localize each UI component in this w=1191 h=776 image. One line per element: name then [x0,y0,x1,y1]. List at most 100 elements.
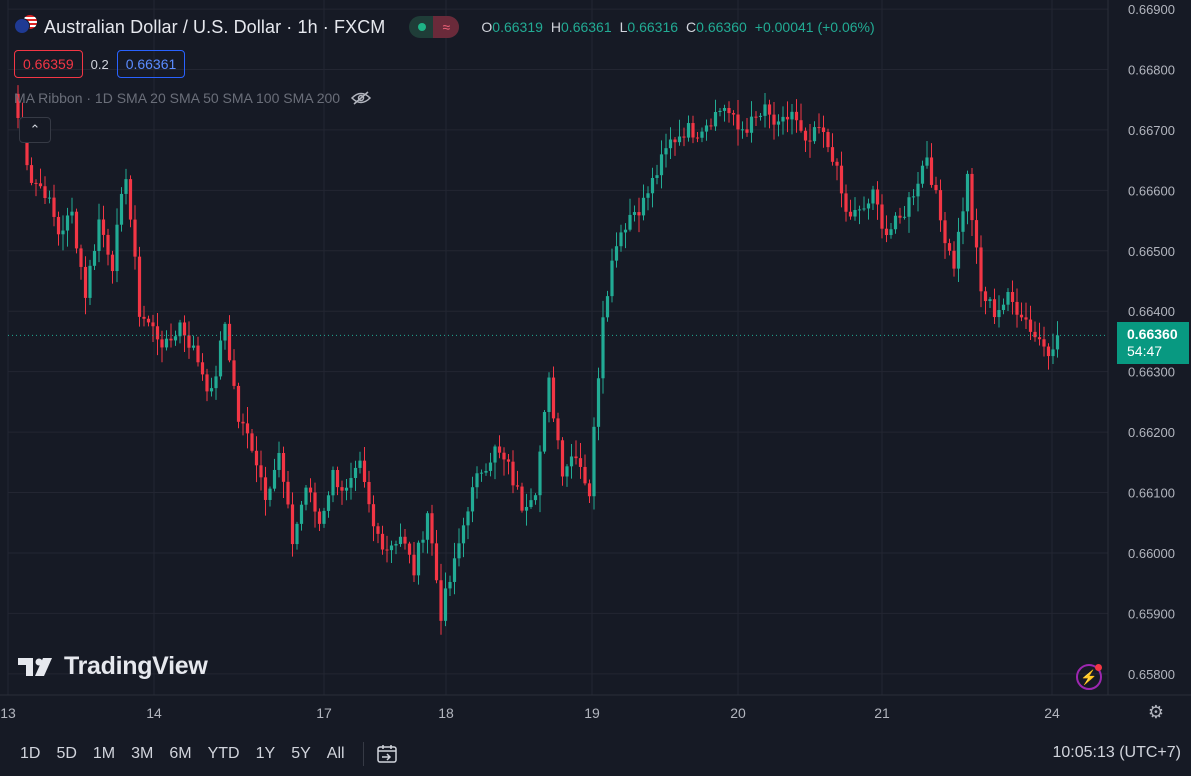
candle [596,367,601,441]
candle [227,315,232,363]
candle [263,466,268,516]
candle [439,563,443,635]
candle [533,493,538,505]
candle [115,208,119,283]
settings-gear-icon[interactable]: ⚙ [1147,701,1165,722]
candle [763,92,767,128]
candle [200,353,205,381]
range-1m[interactable]: 1M [92,745,116,762]
market-status-pill[interactable]: ≈ [409,16,460,38]
candle [502,447,506,476]
go-to-date-icon[interactable] [374,742,400,766]
candle [160,330,164,363]
quote-buttons: 0.66359 0.2 0.66361 [14,50,186,78]
candle [182,315,187,353]
candle [722,104,727,122]
candle [259,450,263,491]
candle [187,321,191,359]
candle [209,377,214,397]
candle [817,113,821,134]
candle [844,184,848,222]
candle [421,531,425,553]
tradingview-logo-icon [18,657,52,676]
candle [416,540,421,585]
candle [970,167,974,236]
candle [974,208,979,264]
indicator-legend[interactable]: MA Ribbon · 1D SMA 20 SMA 50 SMA 100 SMA… [14,90,372,106]
audusd-flag-icon [14,14,38,38]
candle [371,495,376,542]
candle [578,442,583,479]
change-value: +0.00041 (+0.06%) [754,19,875,35]
candle [920,160,925,188]
candle [704,119,709,141]
candle [61,215,65,251]
range-1d[interactable]: 1D [20,745,41,762]
time-tick-label: 18 [438,705,454,721]
lightning-icon[interactable]: ⚡ [1076,664,1102,690]
candle [250,429,254,453]
candle [736,100,740,146]
candle [178,319,182,344]
candle [893,212,898,234]
collapse-legend-button[interactable]: ⌃ [19,117,51,143]
candle [434,529,439,584]
time-tick-label: 14 [146,705,162,721]
symbol-title[interactable]: Australian Dollar / U.S. Dollar · 1h · F… [44,16,386,37]
market-open-icon [418,23,427,31]
candle [335,466,340,496]
candle [1015,288,1019,328]
candle [124,168,128,205]
logo-text: TradingView [64,652,208,680]
candle [1001,298,1006,315]
candle [853,197,857,221]
chart-grid [7,0,1108,695]
range-5d[interactable]: 5D [56,745,77,762]
range-ytd[interactable]: YTD [207,745,240,762]
range-5y[interactable]: 5Y [291,745,311,762]
candle [700,127,704,143]
candle [398,523,403,547]
price-tick-label: 0.66900 [1128,2,1175,17]
chart-legend: Australian Dollar / U.S. Dollar · 1h · F… [14,14,875,38]
candle [776,114,781,137]
candle [385,535,389,563]
range-all[interactable]: All [326,745,345,762]
candle [830,133,835,166]
candle [731,110,736,126]
buy-button[interactable]: 0.66361 [116,50,186,78]
candle [682,127,686,147]
candle [376,522,380,544]
candle [929,143,934,188]
range-3m[interactable]: 3M [131,745,154,762]
price-tick-label: 0.66300 [1128,365,1175,380]
candle [254,436,259,483]
candle [794,99,799,133]
candle [461,517,466,558]
candle [727,101,731,123]
candle [34,179,38,197]
tradingview-logo[interactable]: TradingView [18,652,208,681]
candle [556,412,560,450]
candle [803,127,808,152]
range-1y[interactable]: 1Y [255,745,276,762]
candle [214,365,218,400]
candle [947,238,952,256]
range-6m[interactable]: 6M [169,745,192,762]
candle [713,99,718,131]
candle [529,488,533,509]
candle [232,349,236,390]
candle [907,191,911,233]
candle [119,187,124,232]
candle [799,103,803,133]
candle [790,104,794,135]
candle [218,331,223,380]
candle [452,542,457,595]
candle [443,572,448,627]
sell-button[interactable]: 0.66359 [14,50,83,78]
eye-slash-icon[interactable] [350,91,372,105]
candle [623,223,628,249]
timezone-clock[interactable]: 10:05:13 (UTC+7) [1052,744,1181,761]
candle [88,259,92,306]
